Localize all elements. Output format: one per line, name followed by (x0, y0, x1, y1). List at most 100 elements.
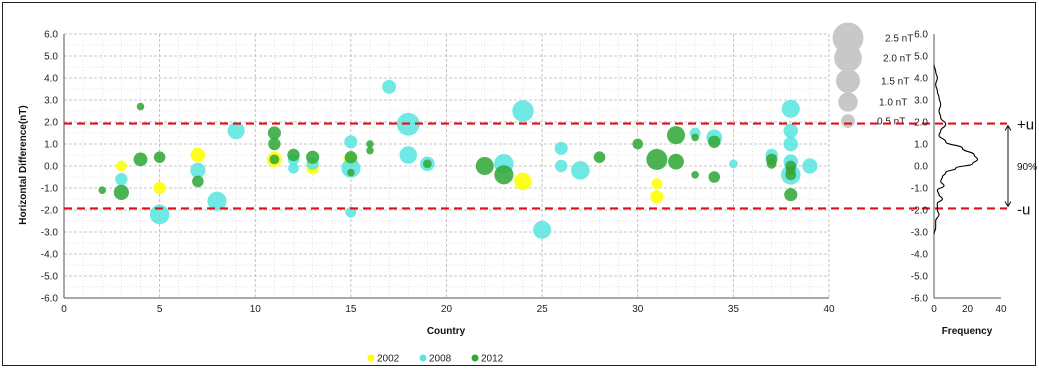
y-tick-label: 4.0 (44, 74, 58, 85)
x-tick-label: 5 (157, 304, 163, 315)
y-axis-label: Horizontal Difference(nT) (18, 105, 29, 224)
size-legend-bubble (834, 44, 862, 72)
frequency-x-tick-label: 40 (995, 304, 1007, 315)
data-bubble-2008 (190, 162, 206, 178)
data-bubble-2012 (593, 151, 606, 163)
data-bubble-2012 (784, 188, 798, 202)
x-tick-label: 10 (250, 304, 262, 315)
frequency-y-tick-label: -6.0 (911, 294, 929, 305)
uncertainty-annotation: 90% (1004, 124, 1037, 208)
size-legend-label: 0.5 nT (877, 117, 905, 128)
data-bubble-2008 (344, 135, 358, 149)
frequency-y-tick-label: -4.0 (911, 250, 929, 261)
data-bubble-2012 (113, 184, 129, 200)
x-tick-label: 30 (632, 304, 644, 315)
reference-line-label: -u (1017, 201, 1030, 218)
x-tick-label: 15 (345, 304, 357, 315)
frequency-y-tick-label: -1.0 (911, 184, 929, 195)
data-bubble-2002 (153, 181, 166, 195)
legend-marker-2012 (471, 354, 479, 362)
data-bubble-2012 (192, 175, 204, 188)
frequency-y-tick-label: 0.0 (914, 162, 928, 173)
data-bubble-2012 (344, 151, 358, 164)
data-bubble-2012 (269, 154, 280, 165)
x-tick-label: 20 (441, 304, 453, 315)
x-tick-label: 35 (728, 304, 740, 315)
data-bubble-2008 (207, 191, 227, 211)
data-bubble-2008 (728, 159, 738, 169)
data-bubble-2012 (646, 148, 668, 170)
data-bubble-2008 (399, 146, 418, 164)
y-tick-label: -1.0 (41, 184, 59, 195)
y-tick-label: 0.0 (44, 162, 58, 173)
data-bubble-2012 (494, 165, 514, 185)
data-bubble-2012 (136, 102, 145, 111)
data-bubble-2002 (514, 172, 532, 191)
main-chart-grid (63, 33, 830, 299)
y-tick-label: -4.0 (41, 250, 59, 261)
data-bubble-2012 (133, 152, 148, 167)
data-bubble-2008 (554, 141, 568, 155)
data-bubble-2012 (691, 133, 699, 142)
bubble-size-legend: 2.5 nT 2.0 nT 1.5 nT 1.0 nT 0.5 nT (832, 22, 913, 128)
frequency-y-tick-label: -5.0 (911, 272, 929, 283)
y-tick-label: 1.0 (44, 140, 58, 151)
legend-label: 2012 (481, 354, 504, 365)
size-legend-label: 1.0 nT (879, 98, 907, 109)
legend-label: 2002 (377, 354, 400, 365)
size-legend-label: 2.0 nT (883, 54, 911, 65)
data-bubble-2012 (287, 148, 300, 162)
frequency-curve-line (933, 64, 979, 235)
size-legend-bubble (835, 68, 861, 94)
data-bubble-2008 (555, 159, 568, 173)
size-legend-label: 2.5 nT (885, 34, 913, 45)
x-axis-label: Country (427, 326, 466, 337)
data-bubble-2002 (116, 160, 127, 172)
data-bubble-2012 (366, 140, 374, 148)
frequency-y-tick-label: 4.0 (914, 74, 928, 85)
frequency-x-tick-label: 20 (962, 304, 974, 315)
bracket-arrowhead-down (1004, 201, 1012, 208)
data-bubble-2012 (347, 168, 355, 177)
data-bubble-2012 (766, 158, 777, 169)
data-bubble-2012 (422, 159, 432, 169)
x-tick-label: 25 (537, 304, 549, 315)
frequency-y-tick-label: 6.0 (914, 30, 928, 41)
size-legend-label: 1.5 nT (881, 77, 909, 88)
data-bubble-2012 (268, 137, 281, 151)
data-bubble-2012 (366, 146, 374, 155)
data-bubble-2002 (190, 147, 206, 163)
frequency-y-tick-label: 3.0 (914, 96, 928, 107)
data-bubble-2008 (115, 173, 128, 186)
data-bubble-2012 (668, 153, 684, 170)
data-bubble-2012 (475, 156, 494, 176)
legend-marker-2002 (367, 354, 375, 362)
frequency-y-tick-label: 5.0 (914, 52, 928, 63)
data-bubble-2008 (571, 161, 590, 180)
data-bubble-2002 (650, 190, 664, 204)
data-bubble-2002 (651, 178, 663, 189)
data-bubble-2012 (785, 169, 797, 181)
x-tick-label: 0 (61, 304, 67, 315)
data-bubble-2012 (632, 138, 644, 150)
frequency-y-tick-label: 1.0 (914, 140, 928, 151)
y-tick-label: 6.0 (44, 30, 58, 41)
x-tick-label: 40 (823, 304, 835, 315)
data-bubble-2012 (267, 126, 281, 140)
figure-frame (2, 2, 1036, 366)
bracket-arrowhead-up (1004, 124, 1012, 131)
frequency-y-tick-label: -3.0 (911, 228, 929, 239)
data-bubble-2012 (153, 151, 166, 163)
size-legend-bubble (841, 114, 855, 128)
frequency-y-tick-label: 2.0 (914, 118, 928, 129)
frequency-chart-curve (933, 64, 979, 235)
frequency-axis-label: Frequency (942, 326, 993, 337)
y-tick-label: 5.0 (44, 52, 58, 63)
reference-line-label: +u (1017, 117, 1034, 134)
frequency-x-tick-label: 0 (931, 304, 937, 315)
y-tick-label: -5.0 (41, 272, 59, 283)
data-bubble-2012 (691, 171, 699, 179)
y-tick-label: -6.0 (41, 294, 59, 305)
reference-lines: +u -u (64, 117, 1034, 218)
